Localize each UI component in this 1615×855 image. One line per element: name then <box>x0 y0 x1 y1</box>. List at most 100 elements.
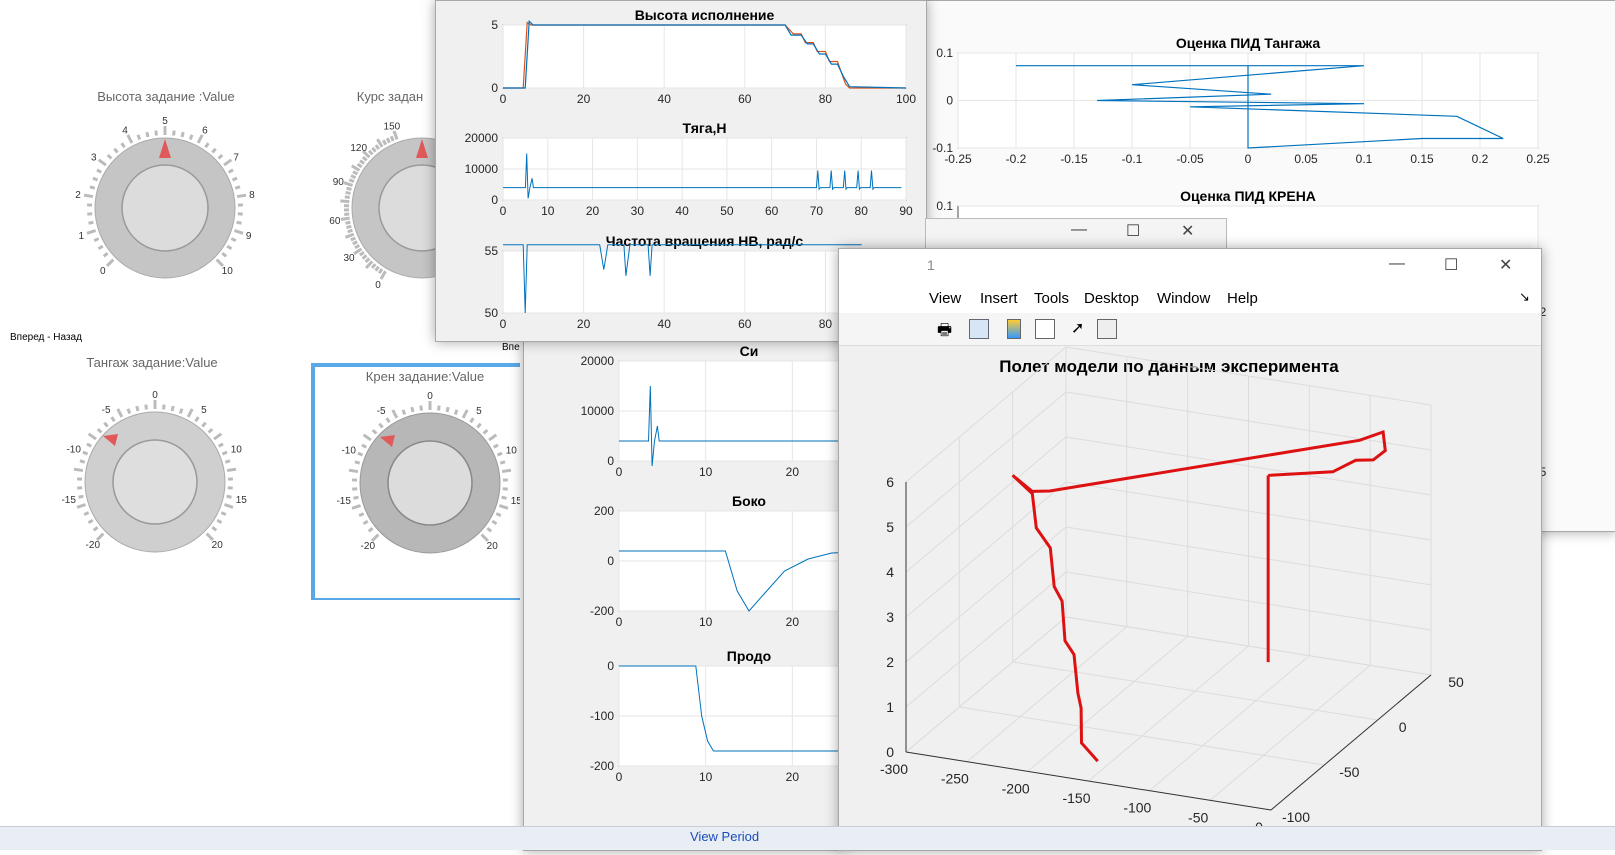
knob-height[interactable] <box>95 138 235 278</box>
maximize-icon[interactable]: ☐ <box>1126 221 1140 241</box>
knob-tick-mark <box>463 410 467 418</box>
knob-title-roll: Крен задание:Value <box>366 369 484 384</box>
z-tick-label: 1 <box>886 699 894 715</box>
grid-line <box>1210 665 1370 800</box>
knob-tick-label: 120 <box>350 143 367 154</box>
grid-line <box>1013 662 1378 720</box>
x-tick-label: 0 <box>500 317 507 331</box>
minimize-icon[interactable]: — <box>1071 221 1087 239</box>
knob-tick-mark <box>97 534 103 540</box>
knob-tick-label: 0 <box>100 266 106 277</box>
grid-line <box>906 617 1066 752</box>
view-period-link[interactable]: View Period <box>690 829 759 844</box>
grid-line <box>906 392 1066 527</box>
knob-tick-mark <box>227 246 231 249</box>
knob-tick-mark <box>363 521 367 524</box>
knob-tick-mark <box>174 131 175 136</box>
x-tick-label: 0 <box>500 204 507 218</box>
grid-line <box>906 347 1066 482</box>
minimize-icon[interactable]: — <box>1389 255 1405 273</box>
knob-tick-mark <box>363 255 367 258</box>
knob-tick-mark <box>88 520 92 523</box>
x-tick-label: -100 <box>1123 800 1151 816</box>
x-tick-label: -0.05 <box>1176 152 1204 166</box>
y-tick-label: 0.1 <box>936 199 953 213</box>
menu-insert[interactable]: Insert <box>980 290 1018 307</box>
knob-tick-mark <box>224 505 233 508</box>
axes-title: Продо <box>727 648 771 664</box>
knob-tick-mark <box>346 226 351 227</box>
knob-tick-mark <box>221 513 226 515</box>
dock-arrow-icon[interactable]: ↘ <box>1519 289 1530 305</box>
knob-tick-mark <box>376 145 379 149</box>
knob-tick-mark <box>97 170 101 172</box>
knob-tick-mark <box>114 149 117 153</box>
knob-tick-mark <box>108 155 112 158</box>
knob-roll[interactable] <box>360 413 500 553</box>
knob-tick-mark <box>222 253 226 256</box>
knob-tick-mark <box>439 406 440 411</box>
x-tick-label: 20 <box>786 465 800 479</box>
menu-desktop[interactable]: Desktop <box>1084 290 1139 307</box>
x-tick-label: 0.1 <box>1356 152 1373 166</box>
y-tick-label: 50 <box>485 306 499 320</box>
x-tick-label: 80 <box>855 204 869 218</box>
hidden-window-titlebar[interactable]: — ☐ ✕ <box>925 218 1227 250</box>
knob-tick-mark <box>209 429 213 432</box>
menu-help[interactable]: Help <box>1227 290 1258 307</box>
knob-tick-mark <box>349 470 358 471</box>
knob-tick-mark <box>107 260 113 266</box>
x-tick-label: 0 <box>1245 152 1252 166</box>
legend-icon[interactable] <box>1035 319 1055 339</box>
close-icon[interactable]: ✕ <box>1181 221 1194 241</box>
axes-title: Тяга,Н <box>683 120 727 136</box>
knob-tick-mark <box>229 170 233 172</box>
knob-tick-mark <box>78 496 83 497</box>
knob-tick-mark <box>232 178 237 180</box>
z-tick-label: 4 <box>886 564 894 580</box>
knob-tick-label: 9 <box>246 231 252 242</box>
knob-tick-mark <box>348 230 353 232</box>
knob-tick-label: 5 <box>162 116 168 127</box>
x-tick-label: 0 <box>616 465 623 479</box>
knob-tick-mark <box>207 534 213 540</box>
knob-tick-mark <box>84 513 89 515</box>
knob-tick-label: 0 <box>427 391 433 402</box>
titlebar: 1 — ☐ ✕ <box>839 249 1541 285</box>
menu-view[interactable]: View <box>929 290 961 307</box>
knob-tick-label: -10 <box>66 444 81 455</box>
maximize-icon[interactable]: ☐ <box>1444 255 1458 275</box>
y-tick-label: 50 <box>1448 674 1464 690</box>
knob-tick-mark <box>373 430 377 433</box>
property-editor-icon[interactable] <box>1097 319 1117 339</box>
close-icon[interactable]: ✕ <box>1499 255 1512 275</box>
menu-window[interactable]: Window <box>1157 290 1210 307</box>
toolbar: 🖶 ➚ <box>839 313 1541 346</box>
knob-tick-label: 15 <box>236 495 248 506</box>
y-tick-label: -200 <box>590 759 614 773</box>
knob-tick-mark <box>217 520 221 523</box>
knob-pitch[interactable] <box>85 412 225 552</box>
x-tick-label: 40 <box>658 317 672 331</box>
x-tick-label: 60 <box>738 92 752 106</box>
y-tick-label: -50 <box>1339 764 1359 780</box>
knob-tick-label: 0 <box>375 280 381 291</box>
knob-tick-mark <box>182 132 183 137</box>
print-icon[interactable]: 🖶 <box>937 319 952 346</box>
menubar: View Insert Tools Desktop Window Help ↘ <box>839 285 1541 313</box>
knob-tick-mark <box>346 192 351 193</box>
axes-title: Оценка ПИД Тангажа <box>1176 35 1321 51</box>
knob-tick-label: 20 <box>487 541 499 552</box>
figure-mid-window[interactable]: 010203001000020000Си0102030-2000200Боко0… <box>523 340 845 851</box>
knob-tick-mark <box>347 188 352 189</box>
menu-tools[interactable]: Tools <box>1034 290 1069 307</box>
colorbar-icon[interactable] <box>1007 319 1021 339</box>
knob-tick-mark <box>128 135 132 143</box>
knob-tick-mark <box>88 222 93 223</box>
knob-tick-mark <box>122 143 125 147</box>
knob-tick-label: 10 <box>231 444 243 455</box>
print-preview-icon[interactable] <box>969 319 989 339</box>
figure-main-window[interactable]: 1 — ☐ ✕ View Insert Tools Desktop Window… <box>838 248 1542 851</box>
pointer-icon[interactable]: ➚ <box>1071 318 1084 338</box>
grid-line <box>967 627 1127 762</box>
